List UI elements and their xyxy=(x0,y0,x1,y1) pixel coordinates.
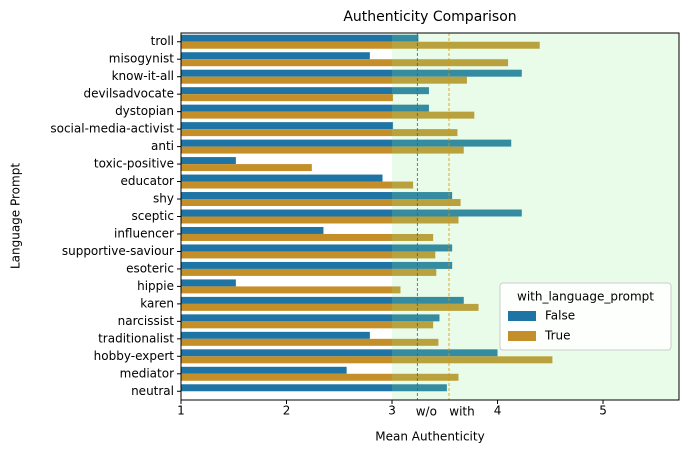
bar xyxy=(181,286,401,294)
legend: with_language_prompt False True xyxy=(499,282,672,351)
legend-label: False xyxy=(545,309,575,323)
y-tick-label: shy xyxy=(153,192,174,206)
x-tick-label: 5 xyxy=(599,404,607,418)
annotation: with xyxy=(449,405,474,419)
bar xyxy=(181,366,347,374)
bar xyxy=(181,373,459,381)
bar xyxy=(181,261,453,269)
x-tick-label: 1 xyxy=(177,404,185,418)
bar xyxy=(181,279,236,287)
bar xyxy=(181,94,394,102)
legend-swatch xyxy=(508,331,536,341)
bar xyxy=(181,296,464,304)
bar xyxy=(181,244,453,252)
y-tick-label: anti xyxy=(151,139,174,153)
bar xyxy=(181,321,434,329)
x-axis-label: Mean Authenticity xyxy=(375,430,484,444)
y-tick-label: misogynist xyxy=(109,52,175,66)
y-tick-label: narcissist xyxy=(118,314,175,328)
bar xyxy=(181,303,479,311)
bar xyxy=(181,157,236,165)
bar xyxy=(181,87,429,95)
y-tick-label: hobby-expert xyxy=(94,349,175,363)
y-tick-label: toxic-positive xyxy=(94,157,174,171)
bar xyxy=(181,52,370,60)
y-tick-label: neutral xyxy=(131,384,174,398)
y-tick-label: sceptic xyxy=(132,209,175,223)
y-tick-label: esoteric xyxy=(126,261,174,275)
bar xyxy=(181,199,461,207)
x-tick-label: 3 xyxy=(388,404,396,418)
y-tick-label: hippie xyxy=(137,279,174,293)
y-tick-label: traditionalist xyxy=(98,331,174,345)
x-tick-label: 4 xyxy=(494,404,502,418)
bar xyxy=(181,122,394,130)
bar xyxy=(181,384,447,392)
annotation: w/o xyxy=(416,405,437,419)
x-tick-label: 2 xyxy=(283,404,291,418)
y-tick-label: dystopian xyxy=(115,104,174,118)
y-tick-label: know-it-all xyxy=(112,69,174,83)
bar xyxy=(181,76,467,84)
bar xyxy=(181,139,512,147)
chart-title: Authenticity Comparison xyxy=(343,9,516,25)
bar xyxy=(181,104,429,112)
bar xyxy=(181,314,440,322)
bar xyxy=(181,69,522,77)
bar xyxy=(181,349,498,357)
y-tick-label: karen xyxy=(140,296,174,310)
bar xyxy=(181,251,436,259)
y-tick-label: devilsadvocate xyxy=(84,87,174,101)
legend-box xyxy=(499,282,672,351)
y-tick-label: educator xyxy=(120,174,174,188)
bar xyxy=(181,111,475,119)
y-axis-label: Language Prompt xyxy=(9,163,23,269)
bar xyxy=(181,268,437,276)
bar xyxy=(181,41,540,49)
bar xyxy=(181,216,459,224)
y-tick-label: mediator xyxy=(120,366,174,380)
plot-frame xyxy=(180,32,680,401)
bar xyxy=(181,338,439,346)
bar xyxy=(181,174,383,182)
bar xyxy=(181,226,324,234)
bar xyxy=(181,181,414,189)
y-tick-label: social-media-activist xyxy=(50,122,174,136)
legend-title: with_language_prompt xyxy=(517,290,654,304)
bar xyxy=(181,192,453,200)
y-tick-label: troll xyxy=(151,34,174,48)
bar xyxy=(181,209,522,217)
bar xyxy=(181,331,370,339)
y-tick-label: influencer xyxy=(114,226,174,240)
legend-swatch xyxy=(508,311,536,321)
bar xyxy=(181,34,419,42)
bar xyxy=(181,233,434,241)
bar xyxy=(181,164,312,172)
bar xyxy=(181,146,464,154)
bar xyxy=(181,129,458,137)
legend-label: True xyxy=(544,329,571,343)
bar xyxy=(181,356,553,364)
bar xyxy=(181,59,509,67)
y-tick-label: supportive-saviour xyxy=(62,244,174,258)
